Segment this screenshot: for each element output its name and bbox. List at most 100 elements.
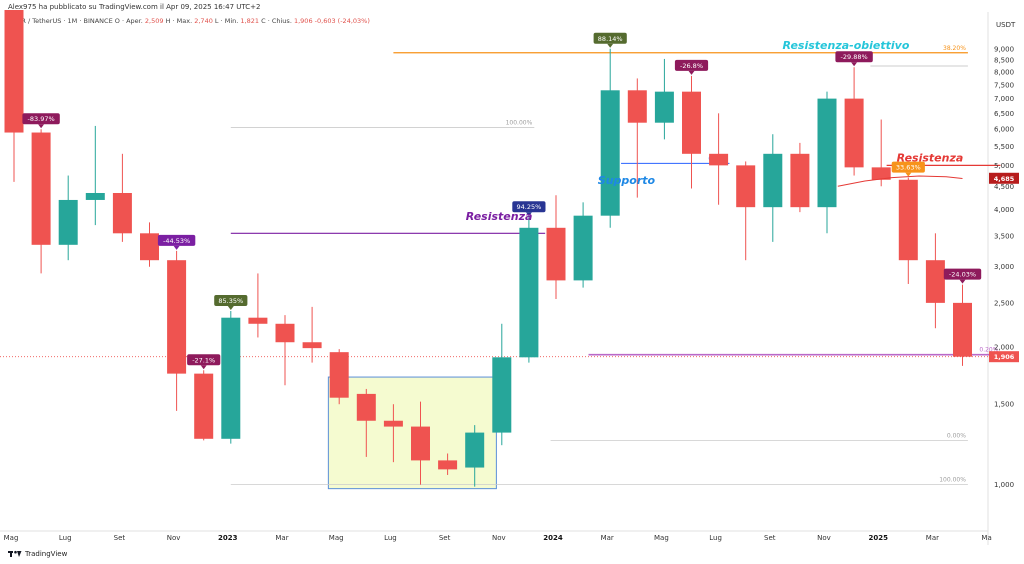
percent-tag-label: 94.25% <box>517 203 542 211</box>
x-tick-label: Mar <box>601 534 614 542</box>
ohlc-change: -0,603 (-24,03%) <box>314 17 370 25</box>
x-tick-label: Set <box>114 534 126 542</box>
candle-body[interactable] <box>140 233 159 261</box>
ohlc-low: 1,821 <box>240 17 260 25</box>
candle-body[interactable] <box>817 98 837 208</box>
candle-body[interactable] <box>925 260 945 303</box>
footer-brand-label: TradingView <box>25 550 68 558</box>
y-tick-label: 2,000 <box>994 344 1014 352</box>
y-tick-label: 1,500 <box>994 401 1014 409</box>
currency-label: USDT <box>996 21 1016 29</box>
candle-body[interactable] <box>763 153 783 208</box>
y-tick-label: 8,000 <box>994 69 1014 77</box>
candle-body[interactable] <box>953 302 972 357</box>
ohlc-close: 1,906 <box>293 17 313 25</box>
percent-tag-label: -26.8% <box>680 62 703 70</box>
percent-tag <box>943 268 982 280</box>
candle-body[interactable] <box>302 342 322 349</box>
candle-body[interactable] <box>31 132 51 245</box>
y-tick-label: 5,500 <box>994 143 1014 151</box>
candle-body[interactable] <box>600 90 620 216</box>
footer-brand[interactable]: TradingView <box>8 550 67 558</box>
candle-body[interactable] <box>790 153 810 208</box>
percent-tag-pointer <box>905 172 912 177</box>
candle-body[interactable] <box>275 323 295 343</box>
candle-body[interactable] <box>465 432 485 468</box>
candle-body[interactable] <box>546 227 566 281</box>
candle-body[interactable] <box>383 420 403 427</box>
percent-tag-pointer <box>607 43 614 48</box>
candle-body[interactable] <box>627 90 647 123</box>
level-label: 100.00% <box>506 120 533 127</box>
symbol-ohlc-line: NEAR / TetherUS · 1M · BINANCE O · Aper.… <box>8 17 370 25</box>
candle-body[interactable] <box>85 192 105 200</box>
percent-tag-pointer <box>851 62 858 67</box>
publisher-line: Alex975 ha pubblicato su TradingView.com… <box>8 3 261 11</box>
percent-tag-pointer <box>525 212 532 217</box>
candle-body[interactable] <box>654 91 674 123</box>
percent-tag <box>157 234 196 246</box>
ohlc-close-label: C · Chius. <box>261 17 292 25</box>
candle-body[interactable] <box>573 215 593 281</box>
candle-body[interactable] <box>356 393 376 421</box>
candle-body[interactable] <box>167 260 187 374</box>
y-tick-label: 6,500 <box>994 110 1014 118</box>
candle-body[interactable] <box>4 10 24 133</box>
percent-tag <box>835 51 873 63</box>
x-tick-label: Lug <box>709 534 722 542</box>
ohlc-open: 2,509 <box>144 17 164 25</box>
candle-body[interactable] <box>898 179 918 261</box>
percent-tag-label: -27.1% <box>192 356 215 364</box>
x-tick-label: Mag <box>4 534 19 542</box>
y-tick-label: 3,000 <box>994 263 1014 271</box>
x-tick-label: Ma <box>981 534 991 542</box>
x-tick-label: Set <box>439 534 451 542</box>
x-tick-label: Mag <box>654 534 669 542</box>
candle-body[interactable] <box>194 373 214 439</box>
y-tick-label: 7,000 <box>994 95 1014 103</box>
y-tick-label: 5,000 <box>994 162 1014 170</box>
candle-body[interactable] <box>492 357 512 433</box>
ohlc-low-label: L · Min. <box>214 17 239 25</box>
candle-body[interactable] <box>438 460 458 470</box>
percent-tag <box>891 161 925 173</box>
percent-tag-label: 88.14% <box>598 35 623 43</box>
candle-body[interactable] <box>112 192 132 234</box>
candle-body[interactable] <box>329 352 349 398</box>
candle-body[interactable] <box>248 317 268 324</box>
percent-tag-label: -83.97% <box>28 115 55 123</box>
percent-tag <box>214 294 248 306</box>
annotation-text[interactable]: Resistenza <box>466 210 533 223</box>
candle-body[interactable] <box>871 167 891 180</box>
percent-tag <box>674 59 709 71</box>
candle-body[interactable] <box>411 426 430 461</box>
percent-tag-label: 85.35% <box>218 297 243 305</box>
x-tick-label: Lug <box>384 534 397 542</box>
percent-tag-label: 33.63% <box>896 164 921 172</box>
y-tick-label: 7,500 <box>994 81 1014 89</box>
level-label: 38.20% <box>943 45 966 52</box>
annotation-text[interactable]: Supporto <box>598 174 656 187</box>
candle-body[interactable] <box>736 165 756 208</box>
symbol-name[interactable]: NEAR / TetherUS · 1M · BINANCE <box>8 17 113 25</box>
candle-body[interactable] <box>682 91 701 154</box>
percent-tag-pointer <box>227 305 234 310</box>
candle-body[interactable] <box>221 317 241 439</box>
ma-price-tag <box>989 172 1019 184</box>
y-tick-label: 8,500 <box>994 57 1014 65</box>
candle-body[interactable] <box>844 98 864 168</box>
candle-body[interactable] <box>519 227 539 358</box>
last-price-tag <box>989 351 1019 363</box>
percent-tag-label: -24.03% <box>949 271 976 279</box>
candle-body[interactable] <box>58 199 78 245</box>
tradingview-logo-icon <box>8 550 22 557</box>
percent-tag-pointer <box>959 279 966 284</box>
level-label: 0.00% <box>947 432 966 439</box>
annotation-text[interactable]: Resistenza-obiettivo <box>783 39 910 52</box>
annotation-text[interactable]: Resistenza <box>897 151 964 164</box>
y-tick-label: 3,500 <box>994 233 1014 241</box>
moving-average-line <box>837 175 963 187</box>
candle-body[interactable] <box>709 153 729 166</box>
y-tick-label: 1,000 <box>994 481 1014 489</box>
